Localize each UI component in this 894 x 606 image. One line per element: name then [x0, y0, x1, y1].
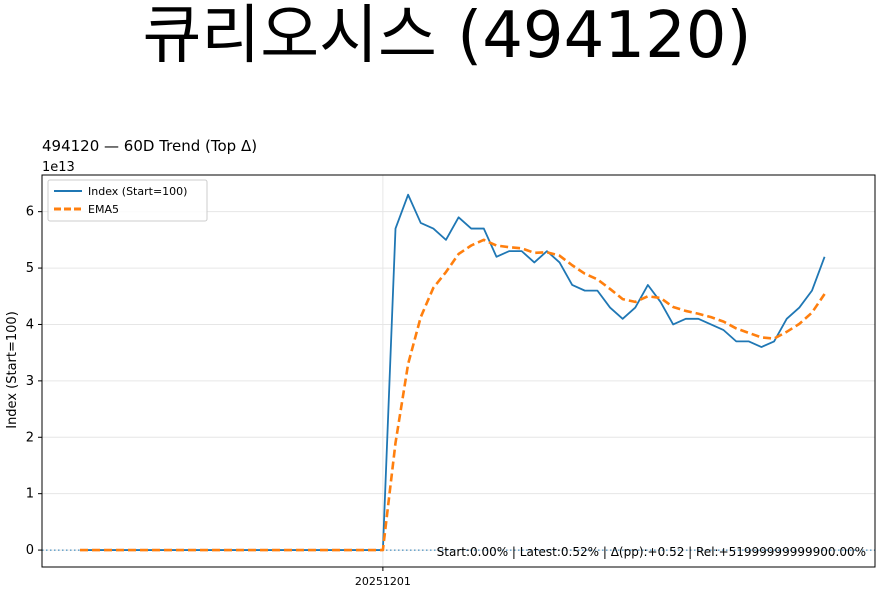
y-tick-label: 6 [26, 205, 34, 220]
series-line-ema5 [80, 238, 826, 552]
axes: 0 1 2 3 4 5 6 20251201 [26, 174, 876, 588]
legend-label-index: Index (Start=100) [88, 185, 187, 198]
plot-frame [41, 174, 876, 568]
page-title: 큐리오시스 (494120) [142, 0, 752, 73]
y-tick-label: 2 [26, 430, 34, 445]
legend-box [47, 179, 208, 222]
y-tick-label: 3 [26, 374, 34, 389]
y-axis-label: Index (Start=100) [5, 311, 20, 429]
chart-title: 494120 — 60D Trend (Top Δ) [42, 137, 257, 155]
legend-label-ema5: EMA5 [88, 203, 119, 216]
x-tick-label: 20251201 [355, 575, 411, 588]
grid [42, 175, 875, 567]
summary-annotation: Start:0.00% | Latest:0.52% | Δ(pp):+0.52… [437, 545, 866, 559]
y-scale-label: 1e13 [42, 160, 75, 175]
y-tick-label: 1 [26, 487, 34, 502]
y-tick-label: 0 [26, 543, 34, 558]
series-line-index [80, 193, 826, 551]
y-tick-label: 4 [26, 317, 34, 332]
y-tick-label: 5 [26, 261, 34, 276]
series-lines [80, 193, 826, 552]
legend: Index (Start=100) EMA5 [47, 179, 208, 222]
